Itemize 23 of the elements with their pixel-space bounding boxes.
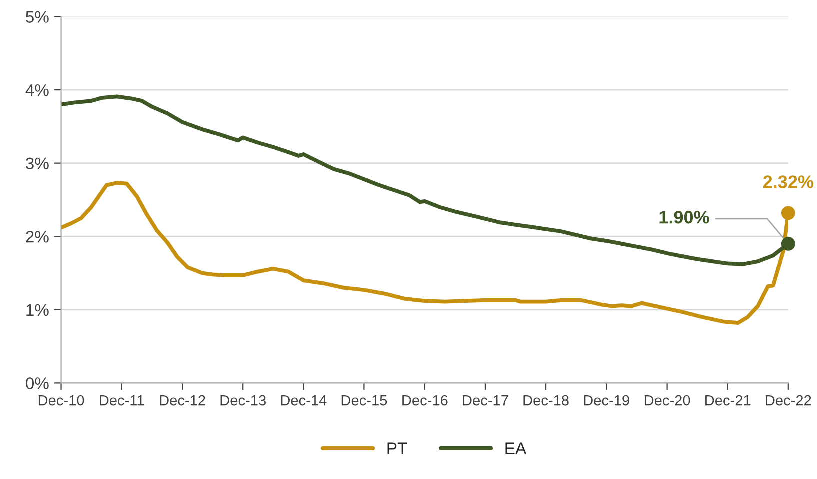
x-tick-label: Dec-22: [766, 395, 812, 406]
x-tick-label: Dec-17: [463, 396, 508, 406]
y-tick-label: 1%: [26, 304, 49, 316]
y-tick-label: 5%: [26, 11, 49, 23]
x-tick-label: Dec-15: [342, 396, 388, 406]
x-tick-label: Dec-12: [160, 395, 206, 406]
x-tick-label: Dec-13: [220, 395, 266, 406]
x-tick-label: Dec-18: [524, 395, 569, 406]
x-tick-label: Dec-14: [281, 396, 327, 406]
x-tick-label: Dec-11: [100, 396, 144, 406]
y-tick-label: 4%: [26, 84, 49, 96]
annotation: 2.32%: [763, 176, 814, 188]
y-tick-label: 3%: [26, 158, 49, 170]
x-tick-label: Dec-19: [584, 395, 630, 406]
y-tick-label: 2%: [26, 231, 49, 243]
x-tick-label: Dec-10: [38, 395, 84, 406]
legend-label: PT: [388, 442, 408, 454]
x-tick-label: Dec-20: [644, 395, 690, 406]
x-tick-label: Dec-16: [402, 395, 448, 406]
x-tick-label: Dec-21: [706, 395, 751, 406]
y-tick-label: 0%: [26, 378, 49, 390]
annotation: 1.90%: [660, 211, 710, 224]
legend-label: EA: [506, 442, 527, 454]
